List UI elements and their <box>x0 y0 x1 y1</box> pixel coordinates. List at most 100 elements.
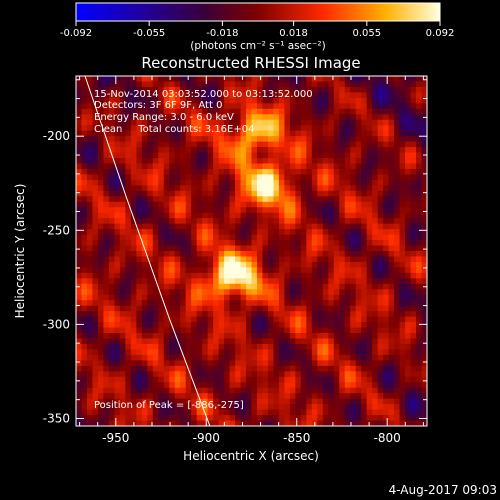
heatmap-cell <box>202 234 209 241</box>
heatmap-cell <box>196 311 203 318</box>
heatmap-cell <box>284 261 291 268</box>
heatmap-cell <box>267 114 274 121</box>
heatmap-cell <box>235 152 241 159</box>
heatmap-cell <box>92 376 99 383</box>
heatmap-cell <box>180 245 187 252</box>
heatmap-cell <box>240 404 247 410</box>
heatmap-cell <box>246 119 252 126</box>
heatmap-cell <box>311 229 318 235</box>
heatmap-cell <box>174 305 181 312</box>
heatmap-cell <box>267 360 274 367</box>
heatmap-cell <box>322 196 329 203</box>
heatmap-cell <box>361 327 368 334</box>
heatmap-cell <box>366 272 373 279</box>
heatmap-cell <box>240 393 247 400</box>
heatmap-cell <box>136 267 143 274</box>
heatmap-cell <box>295 245 302 252</box>
heatmap-cell <box>399 185 406 192</box>
heatmap-cell <box>328 190 335 197</box>
heatmap-cell <box>289 234 296 241</box>
heatmap-cell <box>306 147 313 153</box>
heatmap-cell <box>240 119 247 126</box>
heatmap-cell <box>311 338 318 345</box>
heatmap-cell <box>361 92 368 99</box>
heatmap-cell <box>267 398 274 405</box>
heatmap-cell <box>202 272 209 279</box>
heatmap-cell <box>295 261 302 268</box>
heatmap-cell <box>328 349 335 356</box>
heatmap-cell <box>158 190 165 197</box>
heatmap-cell <box>163 163 170 170</box>
heatmap-cell <box>405 76 411 82</box>
heatmap-cell <box>317 185 324 192</box>
heatmap-cell <box>180 251 187 257</box>
heatmap-cell <box>328 141 335 148</box>
heatmap-cell <box>185 136 192 143</box>
heatmap-cell <box>333 349 340 356</box>
heatmap-cell <box>196 360 203 367</box>
heatmap-cell <box>377 251 384 257</box>
heatmap-cell <box>180 196 187 203</box>
heatmap-cell <box>185 190 192 197</box>
heatmap-cell <box>130 240 137 246</box>
heatmap-cell <box>388 311 395 318</box>
heatmap-cell <box>256 289 263 296</box>
heatmap-cell <box>92 212 99 219</box>
heatmap-cell <box>119 196 126 203</box>
heatmap-cell <box>180 322 187 328</box>
heatmap-cell <box>289 333 296 339</box>
heatmap-cell <box>152 218 159 225</box>
heatmap-cell <box>350 333 357 339</box>
heatmap-cell <box>256 376 263 383</box>
heatmap-cell <box>86 251 93 257</box>
heatmap-cell <box>240 327 247 334</box>
heatmap-cell <box>235 234 241 241</box>
heatmap-cell <box>158 136 165 143</box>
heatmap-cell <box>416 201 422 208</box>
heatmap-cell <box>399 168 406 175</box>
heatmap-cell <box>224 376 230 383</box>
heatmap-cell <box>246 387 252 394</box>
heatmap-cell <box>262 289 269 296</box>
heatmap-cell <box>339 114 346 121</box>
heatmap-cell <box>114 283 121 290</box>
heatmap-cell <box>141 163 148 170</box>
heatmap-cell <box>92 316 99 323</box>
heatmap-cell <box>350 278 357 285</box>
heatmap-cell <box>169 229 176 235</box>
heatmap-cell <box>405 179 411 186</box>
x-tick-label: -900 <box>193 431 220 445</box>
heatmap-cell <box>147 179 154 186</box>
heatmap-cell <box>141 190 148 197</box>
heatmap-cell <box>289 201 296 208</box>
heatmap-cell <box>218 305 225 312</box>
heatmap-cell <box>213 86 219 93</box>
heatmap-cell <box>246 420 252 426</box>
heatmap-cell <box>361 382 368 389</box>
heatmap-cell <box>410 81 417 88</box>
heatmap-cell <box>311 256 318 263</box>
heatmap-cell <box>350 103 357 110</box>
heatmap-cell <box>218 141 225 148</box>
heatmap-cell <box>383 125 390 132</box>
heatmap-cell <box>322 179 329 186</box>
heatmap-cell <box>152 322 159 328</box>
heatmap-cell <box>141 81 148 88</box>
heatmap-cell <box>355 218 362 225</box>
heatmap-cell <box>97 141 104 148</box>
heatmap-cell <box>174 212 181 219</box>
heatmap-cell <box>256 119 263 126</box>
heatmap-cell <box>289 114 296 121</box>
heatmap-cell <box>317 229 324 235</box>
heatmap-cell <box>224 398 230 405</box>
heatmap-cell <box>213 81 219 88</box>
heatmap-cell <box>262 152 269 159</box>
heatmap-cell <box>180 294 187 301</box>
heatmap-cell <box>92 272 99 279</box>
heatmap-cell <box>388 76 395 82</box>
heatmap-cell <box>262 398 269 405</box>
heatmap-cell <box>262 354 269 361</box>
heatmap-cell <box>306 261 313 268</box>
heatmap-cell <box>86 261 93 268</box>
heatmap-cell <box>141 212 148 219</box>
